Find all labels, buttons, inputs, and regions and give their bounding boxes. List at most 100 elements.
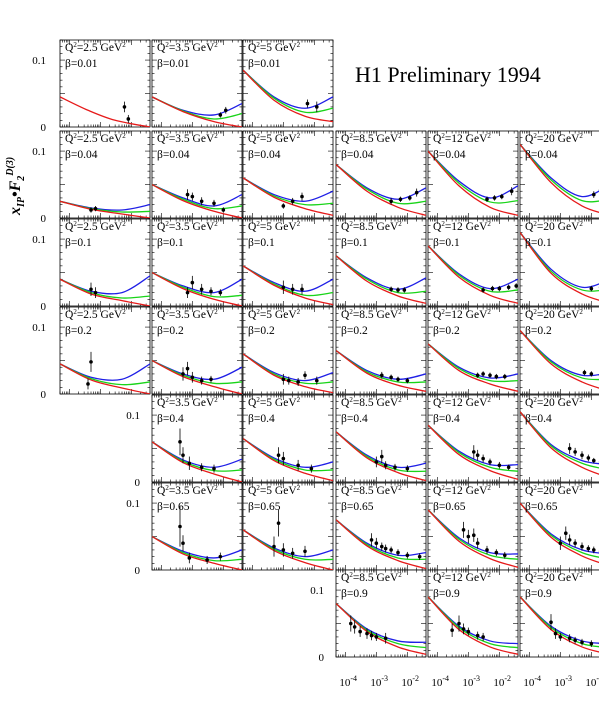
- data-point: [218, 554, 223, 559]
- q2-label-value: =20 GeV: [537, 397, 580, 409]
- q2-label-q: Q: [525, 485, 534, 497]
- data-point: [461, 528, 466, 532]
- data-point: [402, 288, 407, 292]
- q2-label-sup: 2: [256, 132, 260, 140]
- q2-label-value: =12 GeV: [445, 133, 488, 145]
- q2-label-q: Q: [248, 309, 257, 321]
- y-tick-label: 0: [41, 301, 47, 313]
- q2-label: Q2=12 GeV2: [433, 484, 491, 497]
- data-point: [383, 463, 388, 468]
- q2-label-q: Q: [341, 397, 350, 409]
- data-point: [281, 377, 286, 382]
- q2-label: Q2=20 GeV2: [525, 484, 583, 497]
- data-point: [481, 635, 485, 639]
- beta-label: β=0.1: [341, 237, 368, 249]
- data-point: [199, 465, 204, 470]
- data-point: [276, 521, 281, 525]
- data-point: [126, 117, 131, 121]
- green-model-curve: [428, 150, 518, 204]
- q2-label-q: Q: [341, 221, 350, 233]
- red-model-curve: [152, 271, 242, 306]
- y-tick-label: 0.1: [32, 55, 46, 67]
- q2-label-sup: 2: [533, 396, 537, 404]
- red-model-curve: [520, 231, 599, 301]
- q2-label-unit-sup: 2: [297, 484, 301, 492]
- y-tick-label: 0.1: [126, 410, 140, 422]
- q2-label: Q2=20 GeV2: [525, 571, 583, 584]
- q2-label: Q2=12 GeV2: [433, 308, 491, 321]
- figure-title: H1 Preliminary 1994: [355, 62, 541, 87]
- beta-label: β=0.65: [248, 501, 281, 513]
- q2-label-unit-sup: 2: [122, 132, 126, 140]
- x-tick-label-base: 10: [554, 677, 566, 689]
- x-tick-label-base: 10: [493, 677, 505, 689]
- q2-label-unit-sup: 2: [487, 220, 491, 228]
- x-tick-label-exp: -3: [381, 674, 388, 683]
- data-point: [122, 105, 127, 109]
- data-point: [414, 190, 419, 195]
- data-point: [506, 285, 511, 290]
- beta-label: β=0.4: [433, 413, 460, 425]
- data-point: [286, 378, 291, 383]
- beta-label: β=0.04: [341, 149, 374, 161]
- q2-label-unit-sup: 2: [214, 308, 218, 316]
- y-tick-label: 0: [41, 213, 47, 225]
- q2-label-q: Q: [65, 133, 74, 145]
- data-point: [509, 189, 514, 194]
- q2-label-sup: 2: [349, 571, 353, 579]
- q2-label: Q2=12 GeV2: [433, 571, 491, 584]
- data-point: [199, 378, 204, 383]
- data-point: [497, 463, 502, 468]
- q2-label-unit-sup: 2: [297, 220, 301, 228]
- q2-label-unit-sup: 2: [398, 396, 402, 404]
- data-point: [450, 628, 454, 633]
- data-point: [185, 290, 190, 295]
- q2-label-unit-sup: 2: [297, 396, 301, 404]
- data-point: [187, 461, 192, 466]
- red-model-curve: [60, 200, 150, 218]
- beta-label: β=0.2: [433, 325, 460, 337]
- data-point: [582, 370, 587, 375]
- panel-frame: [519, 130, 599, 219]
- red-model-curve: [243, 437, 333, 482]
- red-model-curve: [336, 349, 426, 392]
- q2-label: Q2=5 GeV2: [248, 484, 301, 497]
- data-point: [398, 197, 403, 202]
- q2-label-sup: 2: [165, 132, 169, 140]
- x-tick-label-base: 10: [523, 677, 535, 689]
- x-tick-label: 10-2: [493, 674, 511, 689]
- q2-label: Q2=20 GeV2: [525, 220, 583, 233]
- red-model-curve: [243, 69, 333, 123]
- panel-frame: [59, 39, 151, 128]
- q2-label-sup: 2: [533, 308, 537, 316]
- q2-label-value: =12 GeV: [445, 572, 488, 584]
- data-point: [314, 378, 319, 383]
- q2-label-value: =3.5 GeV: [169, 133, 215, 145]
- panel-frame: [151, 394, 243, 483]
- data-point: [212, 201, 216, 206]
- y-axis-label-base-sub: IP: [16, 196, 27, 208]
- q2-label-unit-sup: 2: [122, 41, 126, 49]
- q2-label-q: Q: [157, 42, 166, 54]
- q2-label-sup: 2: [73, 41, 77, 49]
- x-tick-label-exp: -4: [442, 674, 449, 683]
- y-tick-label: 0: [41, 389, 47, 401]
- y-axis-label-var-sub: 2: [16, 176, 27, 182]
- data-point: [221, 208, 226, 212]
- red-model-curve: [428, 245, 518, 304]
- q2-label-q: Q: [433, 485, 442, 497]
- q2-label-value: =8.5 GeV: [353, 133, 399, 145]
- q2-label-sup: 2: [165, 484, 169, 492]
- q2-label-q: Q: [525, 309, 534, 321]
- beta-label: β=0.2: [341, 325, 368, 337]
- data-point: [573, 541, 577, 546]
- x-tick-label: 10-4: [431, 674, 449, 689]
- data-point: [558, 635, 563, 639]
- panel-frame: [427, 130, 519, 219]
- data-point: [218, 290, 223, 295]
